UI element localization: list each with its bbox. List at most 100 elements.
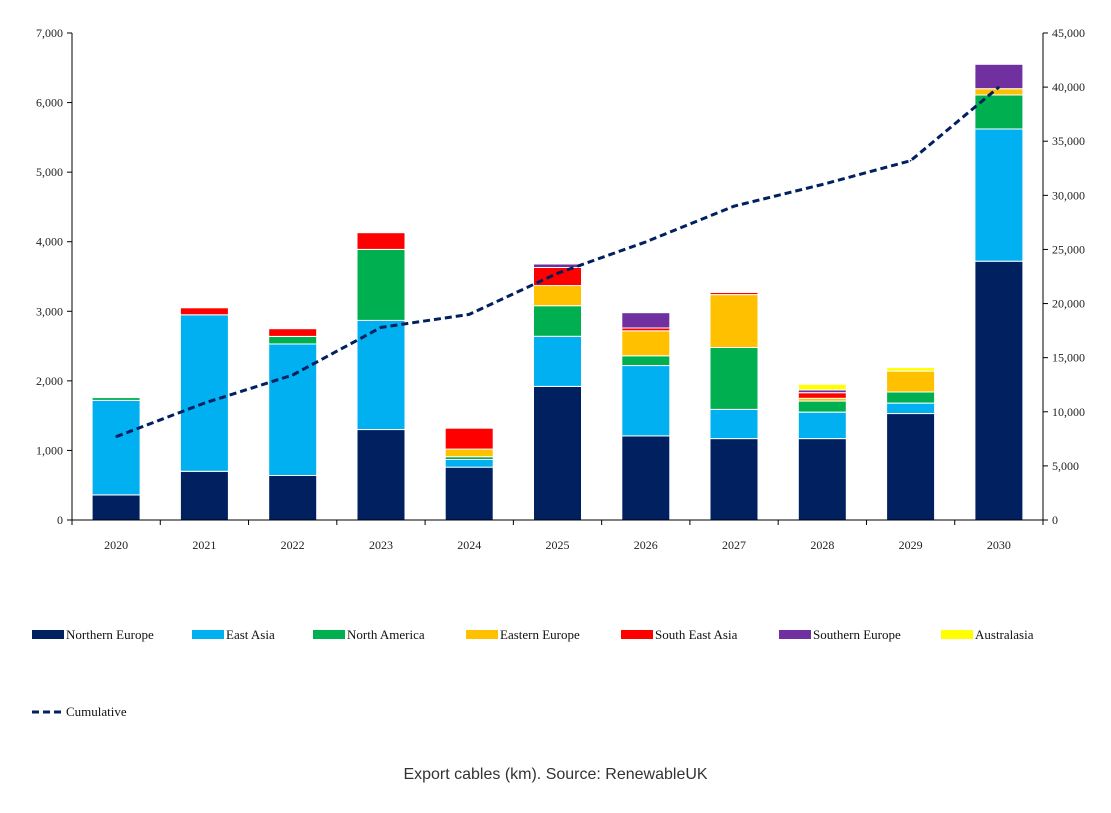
- left-y-tick-label: 6,000: [36, 96, 63, 110]
- cumulative-point-2026: [645, 241, 647, 243]
- bar-north-america-2022: [268, 335, 318, 345]
- bar-eastern-europe-2029: [886, 370, 936, 393]
- bar-north-america-2026: [621, 355, 671, 366]
- bar-east-asia-2025: [533, 335, 582, 387]
- cumulative-point-2029: [909, 159, 912, 162]
- bar-east-asia-2030: [974, 128, 1024, 262]
- legend-label-southern-europe: Southern Europe: [813, 627, 901, 642]
- cumulative-point-2023: [380, 326, 382, 329]
- bar-south-east-asia-2021: [179, 307, 229, 316]
- bar-southern-europe-2026: [621, 312, 671, 329]
- cumulative-point-2020: [115, 435, 117, 438]
- bar-south-east-asia-2028: [797, 392, 847, 399]
- bar-east-asia-2026: [621, 365, 671, 437]
- bar-north-america-2020: [91, 397, 141, 401]
- bar-east-asia-2024: [444, 459, 494, 468]
- bar-east-asia-2029: [886, 402, 936, 415]
- bar-northern-europe-2027: [709, 438, 759, 521]
- cumulative-point-2030: [998, 86, 1000, 88]
- cumulative-point-2022: [291, 374, 294, 376]
- legend-swatch-southern-europe: [779, 630, 811, 639]
- bar-north-america-2023: [356, 248, 406, 321]
- x-tick-label-2027: 2027: [722, 538, 746, 552]
- bars-layer: [91, 63, 1024, 521]
- bar-south-east-asia-2027: [709, 292, 759, 296]
- bar-south-east-asia-2023: [356, 232, 406, 250]
- x-tick-label-2025: 2025: [546, 538, 570, 552]
- cumulative-point-2025: [556, 272, 559, 275]
- left-y-tick-label: 7,000: [36, 26, 63, 40]
- bar-eastern-europe-2025: [533, 285, 582, 307]
- bar-eastern-europe-2026: [621, 330, 671, 357]
- legend-label-eastern-europe: Eastern Europe: [500, 627, 580, 642]
- bar-east-asia-2021: [179, 314, 229, 472]
- axes-layer: 0 1,000 2,000 3,000 4,000 5,000 6,000 7,000 0 5,0…: [36, 26, 1085, 552]
- bar-northern-europe-2030: [974, 260, 1024, 521]
- right-y-tick-label: 35,000: [1052, 134, 1085, 148]
- x-tick-label-2028: 2028: [810, 538, 834, 552]
- left-y-tick-label: 3,000: [36, 304, 63, 318]
- legend-label-cumulative: Cumulative: [66, 704, 127, 719]
- legend-swatch-eastern-europe: [466, 630, 498, 639]
- bar-north-america-2028: [797, 400, 847, 413]
- bar-eastern-europe-2027: [709, 294, 759, 349]
- x-tick-label-2020: 2020: [104, 538, 128, 552]
- left-y-tick-label: 1,000: [36, 443, 63, 457]
- left-y-tick-label: 4,000: [36, 235, 63, 249]
- bar-east-asia-2023: [356, 319, 406, 430]
- x-tick-label-2026: 2026: [634, 538, 658, 552]
- bar-east-asia-2022: [268, 343, 318, 476]
- legend-label-east-asia: East Asia: [226, 627, 275, 642]
- bar-northern-europe-2026: [621, 435, 671, 521]
- legend-swatch-north-america: [313, 630, 345, 639]
- x-tick-label-2021: 2021: [192, 538, 216, 552]
- bar-australasia-2029: [886, 367, 936, 372]
- cumulative-line-layer: [115, 85, 1000, 439]
- bar-east-asia-2020: [91, 399, 141, 496]
- legend-swatch-northern-europe: [32, 630, 64, 639]
- chart-caption: Export cables (km). Source: RenewableUK: [403, 766, 708, 783]
- bar-northern-europe-2029: [886, 413, 936, 521]
- right-y-tick-label: 25,000: [1052, 242, 1085, 256]
- bar-northern-europe-2023: [356, 429, 406, 521]
- bar-northern-europe-2022: [268, 475, 318, 521]
- right-y-tick-label: 10,000: [1052, 405, 1085, 419]
- bar-north-america-2025: [533, 305, 582, 337]
- bar-northern-europe-2028: [797, 438, 847, 521]
- legend-swatch-east-asia: [192, 630, 224, 639]
- bar-southern-europe-2025: [533, 263, 582, 268]
- bar-south-east-asia-2024: [444, 427, 494, 450]
- cumulative-point-2028: [821, 183, 824, 186]
- right-y-tick-label: 0: [1052, 513, 1058, 527]
- left-y-tick-label: 2,000: [36, 374, 63, 388]
- bar-eastern-europe-2030: [974, 88, 1024, 96]
- x-tick-label-2030: 2030: [987, 538, 1011, 552]
- right-y-tick-label: 45,000: [1052, 26, 1085, 40]
- bar-northern-europe-2021: [179, 470, 229, 521]
- legend-swatch-australasia: [941, 630, 973, 639]
- right-y-tick-label: 15,000: [1052, 351, 1085, 365]
- x-tick-label-2024: 2024: [457, 538, 481, 552]
- bar-north-america-2027: [709, 347, 759, 410]
- legend-label-australasia: Australasia: [975, 627, 1034, 642]
- legend-swatch-south-east-asia: [621, 630, 653, 639]
- legend-label-northern-europe: Northern Europe: [66, 627, 154, 642]
- legend: Northern Europe East Asia North America Eas…: [32, 627, 1034, 719]
- bar-east-asia-2027: [709, 408, 759, 440]
- cumulative-point-2027: [733, 205, 735, 207]
- right-y-tick-label: 5,000: [1052, 459, 1079, 473]
- bar-east-asia-2028: [797, 411, 847, 440]
- right-y-tick-label: 20,000: [1052, 297, 1085, 311]
- bar-northern-europe-2020: [91, 494, 141, 521]
- legend-label-south-east-asia: South East Asia: [655, 627, 738, 642]
- x-tick-label-2023: 2023: [369, 538, 393, 552]
- left-y-tick-label: 5,000: [36, 165, 63, 179]
- x-tick-label-2022: 2022: [281, 538, 305, 552]
- cumulative-point-2021: [203, 402, 206, 404]
- cumulative-point-2024: [468, 313, 471, 316]
- x-tick-label-2029: 2029: [899, 538, 923, 552]
- bar-north-america-2029: [886, 391, 936, 404]
- bar-southern-europe-2030: [974, 63, 1024, 90]
- right-y-tick-label: 40,000: [1052, 80, 1085, 94]
